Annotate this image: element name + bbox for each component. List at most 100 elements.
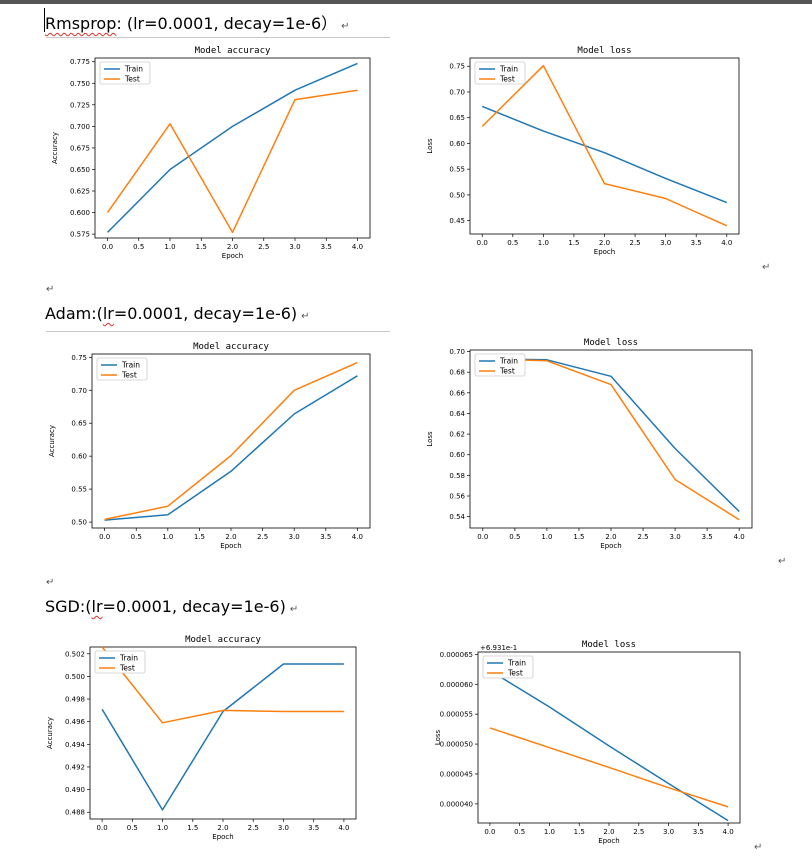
y-tick-label: 0.498 [65,696,85,704]
series-line-train [489,669,729,822]
series-line-train [106,62,358,233]
x-axis-label: Epoch [594,248,615,256]
chart-title: Model loss [577,46,631,56]
legend-label: Train [121,361,140,370]
legend-label: Test [507,669,523,678]
text-cursor [44,8,45,32]
y-tick-label: 0.000040 [440,800,473,808]
x-tick-label: 3.5 [702,533,713,541]
x-tick-label: 1.0 [544,828,555,836]
y-tick-label: 0.45 [449,217,465,225]
series-line-test [104,361,358,521]
y-tick-label: 0.55 [71,486,87,494]
heading-adam: Adam:(lr=0.0001, decay=1e-6) ↵ [45,304,310,323]
series-line-test [489,727,729,808]
x-tick-label: 2.0 [217,824,228,832]
top-border [0,0,812,4]
paragraph-mark: ↵ [46,284,55,295]
x-axis-label: Epoch [600,542,621,550]
y-axis-label: Accuracy [46,717,54,749]
x-tick-label: 3.5 [320,533,331,541]
y-tick-label: 0.54 [449,513,465,521]
x-tick-label: 0.0 [99,533,110,541]
rmsprop-accuracy-chart: Model accuracy 0.0 0.5 1.0 1.5 2.0 2.5 3.0 3.5 4.… [51,46,371,260]
heading-sgd: SGD:(lr=0.0001, decay=1e-6) ↵ [45,597,298,616]
x-tick-label: 4.0 [721,239,732,247]
legend-label: Train [124,65,143,74]
x-tick-label: 1.5 [196,243,207,251]
x-tick-label: 2.5 [629,239,640,247]
y-tick-label: 0.625 [70,188,90,196]
heading-squiggle: lr [91,597,103,616]
y-offset-label: +6.931e-1 [480,644,517,652]
y-tick-label: 0.62 [449,431,465,439]
x-tick-label: 0.5 [131,533,142,541]
x-tick-label: 0.0 [484,828,495,836]
y-tick-label: 0.60 [449,451,465,459]
series-line-test [106,89,358,234]
x-tick-label: 1.0 [538,239,549,247]
x-tick-label: 0.5 [507,239,518,247]
return-mark: ↵ [301,311,310,322]
heading-pre: Adam:( [45,304,103,323]
x-tick-label: 2.0 [603,828,614,836]
x-tick-label: 2.5 [257,533,268,541]
y-tick-label: 0.502 [65,650,85,658]
y-tick-label: 0.494 [65,741,86,749]
y-tick-label: 0.60 [449,140,465,148]
legend-label: Train [507,659,526,668]
return-mark: ↵ [341,21,350,32]
paragraph-mark: ↵ [754,842,763,853]
y-tick-label: 0.750 [70,80,90,88]
y-tick-label: 0.75 [71,354,87,362]
y-tick-label: 0.68 [449,369,465,377]
series-line-train [482,358,740,513]
x-tick-label: 2.0 [227,243,238,251]
y-axis-label: Accuracy [48,425,56,457]
x-tick-label: 2.5 [248,824,259,832]
legend-label: Test [499,75,515,84]
heading-rule [46,331,390,332]
x-axis-label: Epoch [220,542,241,550]
return-mark: ↵ [289,604,299,615]
chart-title: Model accuracy [185,635,261,645]
heading-squiggle: Rmsprop [45,14,117,33]
y-tick-label: 0.492 [65,763,85,771]
chart-title: Model loss [584,338,638,348]
y-tick-label: 0.60 [71,453,87,461]
x-tick-label: 3.0 [289,243,300,251]
x-tick-label: 0.0 [102,243,113,251]
x-tick-label: 0.5 [133,243,144,251]
x-tick-label: 2.5 [258,243,269,251]
legend-label: Train [499,357,518,366]
y-tick-label: 0.675 [70,144,90,152]
x-tick-label: 2.0 [225,533,236,541]
legend-label: Test [119,664,135,673]
x-tick-label: 0.5 [509,533,520,541]
paragraph-mark: ↵ [762,262,771,273]
x-tick-label: 0.5 [514,828,525,836]
y-tick-label: 0.575 [70,231,90,239]
y-tick-label: 0.488 [65,809,85,817]
y-tick-label: 0.725 [70,101,90,109]
x-tick-label: 3.5 [321,243,332,251]
y-tick-label: 0.650 [70,166,90,174]
adam-loss-chart: Model loss 0.0 0.5 1.0 1.5 2.0 2.5 3.0 3.5 4.0 0.5… [426,338,753,550]
legend-label: Train [499,65,518,74]
y-tick-label: 0.000055 [440,711,473,719]
x-tick-label: 3.5 [308,824,319,832]
x-tick-label: 3.0 [670,533,681,541]
y-tick-label: 0.75 [449,63,465,71]
y-tick-label: 0.490 [65,786,85,794]
heading-post: =0.0001, decay=1e-6) [102,597,286,616]
x-tick-label: 3.0 [663,828,674,836]
x-axis-label: Epoch [222,252,243,260]
legend-label: Train [119,654,138,663]
x-axis-label: Epoch [212,833,233,841]
heading-rule [46,37,390,38]
series-line-test [482,358,740,521]
heading-post: =0.0001, decay=1e-6) [113,304,298,323]
y-tick-label: 0.65 [71,420,87,428]
y-tick-label: 0.55 [449,166,465,174]
chart-title: Model loss [582,640,636,650]
